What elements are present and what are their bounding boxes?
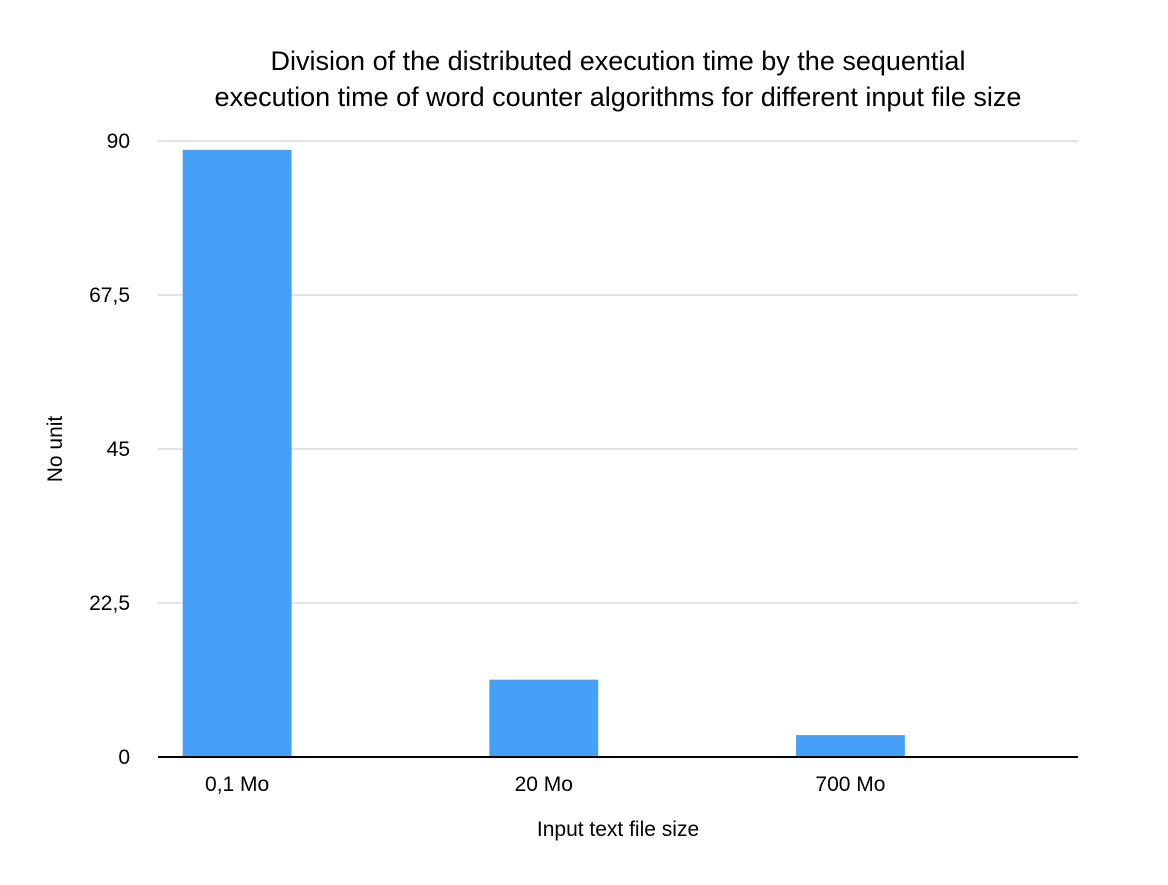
y-tick-label: 22,5	[89, 592, 130, 615]
bars	[182, 149, 905, 758]
bar	[182, 149, 292, 758]
y-tick-label: 45	[107, 438, 130, 461]
bar	[489, 679, 599, 757]
x-tick-label: 0,1 Mo	[205, 773, 269, 796]
y-axis-title: No unit	[44, 416, 67, 483]
y-tick-label: 0	[118, 746, 130, 769]
chart-title-line-1: Division of the distributed execution ti…	[271, 46, 966, 76]
x-tick-label: 20 Mo	[515, 773, 573, 796]
chart-title-line-2: execution time of word counter algorithm…	[215, 82, 1022, 112]
x-axis-title: Input text file size	[537, 818, 699, 841]
y-tick-label: 67,5	[89, 284, 130, 307]
y-tick-labels: 0 22,5 45 67,5 90	[89, 130, 130, 769]
x-tick-labels: 0,1 Mo 20 Mo 700 Mo	[205, 773, 885, 796]
x-tick-label: 700 Mo	[815, 773, 885, 796]
bar	[796, 735, 905, 757]
y-tick-label: 90	[107, 130, 130, 153]
gridlines	[158, 140, 1078, 604]
